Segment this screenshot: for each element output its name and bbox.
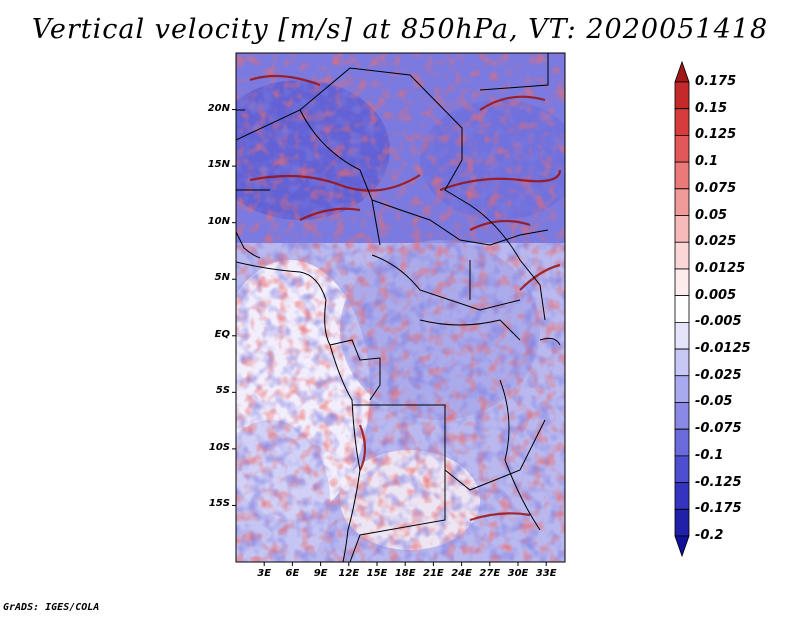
lon-tick-label: 9E bbox=[313, 568, 328, 579]
colorbar-segment bbox=[674, 81, 690, 110]
colorbar-label: 0.0125 bbox=[695, 260, 746, 276]
lon-tick-label: 6E bbox=[285, 568, 300, 579]
axis-ticks bbox=[232, 109, 547, 566]
colorbar-label: -0.005 bbox=[695, 314, 742, 330]
colorbar-segment bbox=[674, 108, 690, 136]
lon-tick-label: 3E bbox=[257, 568, 272, 579]
lon-tick-label: 30E bbox=[507, 568, 529, 579]
lon-tick-label: 33E bbox=[535, 568, 557, 579]
colorbar bbox=[674, 60, 690, 558]
colorbar-label: 0.15 bbox=[695, 100, 728, 116]
colorbar-label: 0.075 bbox=[695, 180, 737, 196]
colorbar-segment bbox=[674, 268, 690, 297]
velocity-field bbox=[236, 53, 565, 562]
lon-tick-label: 24E bbox=[451, 568, 472, 579]
colorbar-label: 0.125 bbox=[695, 127, 737, 143]
colorbar-segment bbox=[674, 161, 690, 190]
colorbar-segment bbox=[674, 508, 690, 537]
colorbar-label: -0.025 bbox=[695, 367, 742, 383]
colorbar-segment bbox=[674, 402, 690, 430]
lon-tick-label: 21E bbox=[423, 568, 444, 579]
colorbar-label: -0.075 bbox=[695, 421, 742, 437]
lat-tick-label: 15S bbox=[208, 498, 230, 510]
lon-tick-label: 15E bbox=[366, 568, 388, 579]
colorbar-segment bbox=[674, 321, 690, 350]
colorbar-label: 0.005 bbox=[695, 287, 737, 303]
lat-tick-label: 5N bbox=[214, 272, 230, 284]
colorbar-label: -0.2 bbox=[695, 528, 724, 543]
colorbar-segment bbox=[674, 348, 690, 377]
colorbar-label: -0.175 bbox=[695, 501, 742, 517]
lon-tick-label: 27E bbox=[479, 568, 501, 579]
colorbar-label: 0.025 bbox=[695, 234, 737, 250]
plot-frame bbox=[235, 52, 566, 563]
colorbar-segment bbox=[674, 60, 690, 83]
colorbar-label: -0.1 bbox=[695, 447, 724, 463]
colorbar-label: 0.05 bbox=[695, 207, 728, 223]
colorbar-segment bbox=[674, 428, 690, 457]
lat-tick-label: 10N bbox=[207, 215, 230, 227]
lat-tick-label: 10S bbox=[208, 441, 230, 453]
colorbar-segment bbox=[674, 535, 690, 558]
footer-credit: GrADS: IGES/COLA bbox=[3, 602, 100, 613]
colorbar-segment bbox=[674, 375, 690, 403]
lat-tick-label: 5S bbox=[215, 385, 230, 397]
lat-tick-label: 15N bbox=[207, 159, 230, 171]
lat-tick-label: EQ bbox=[214, 328, 230, 340]
colorbar-label: 0.175 bbox=[695, 74, 737, 89]
colorbar-segment bbox=[674, 455, 690, 483]
colorbar-label: -0.0125 bbox=[695, 341, 751, 357]
colorbar-label: -0.05 bbox=[695, 394, 733, 410]
map-title: Vertical velocity [m/s] at 850hPa, VT: 2… bbox=[31, 14, 769, 45]
colorbar-segment bbox=[674, 241, 690, 270]
colorbar-label: 0.1 bbox=[695, 154, 719, 170]
lat-tick-label: 20N bbox=[207, 102, 230, 114]
colorbar-label: -0.125 bbox=[695, 474, 742, 490]
colorbar-segment bbox=[674, 135, 690, 163]
lon-tick-label: 12E bbox=[338, 568, 360, 579]
colorbar-segment bbox=[674, 215, 690, 243]
colorbar-segment bbox=[674, 188, 690, 216]
lon-tick-label: 18E bbox=[394, 568, 416, 579]
colorbar-segment bbox=[674, 482, 690, 510]
colorbar-segment bbox=[674, 295, 690, 323]
